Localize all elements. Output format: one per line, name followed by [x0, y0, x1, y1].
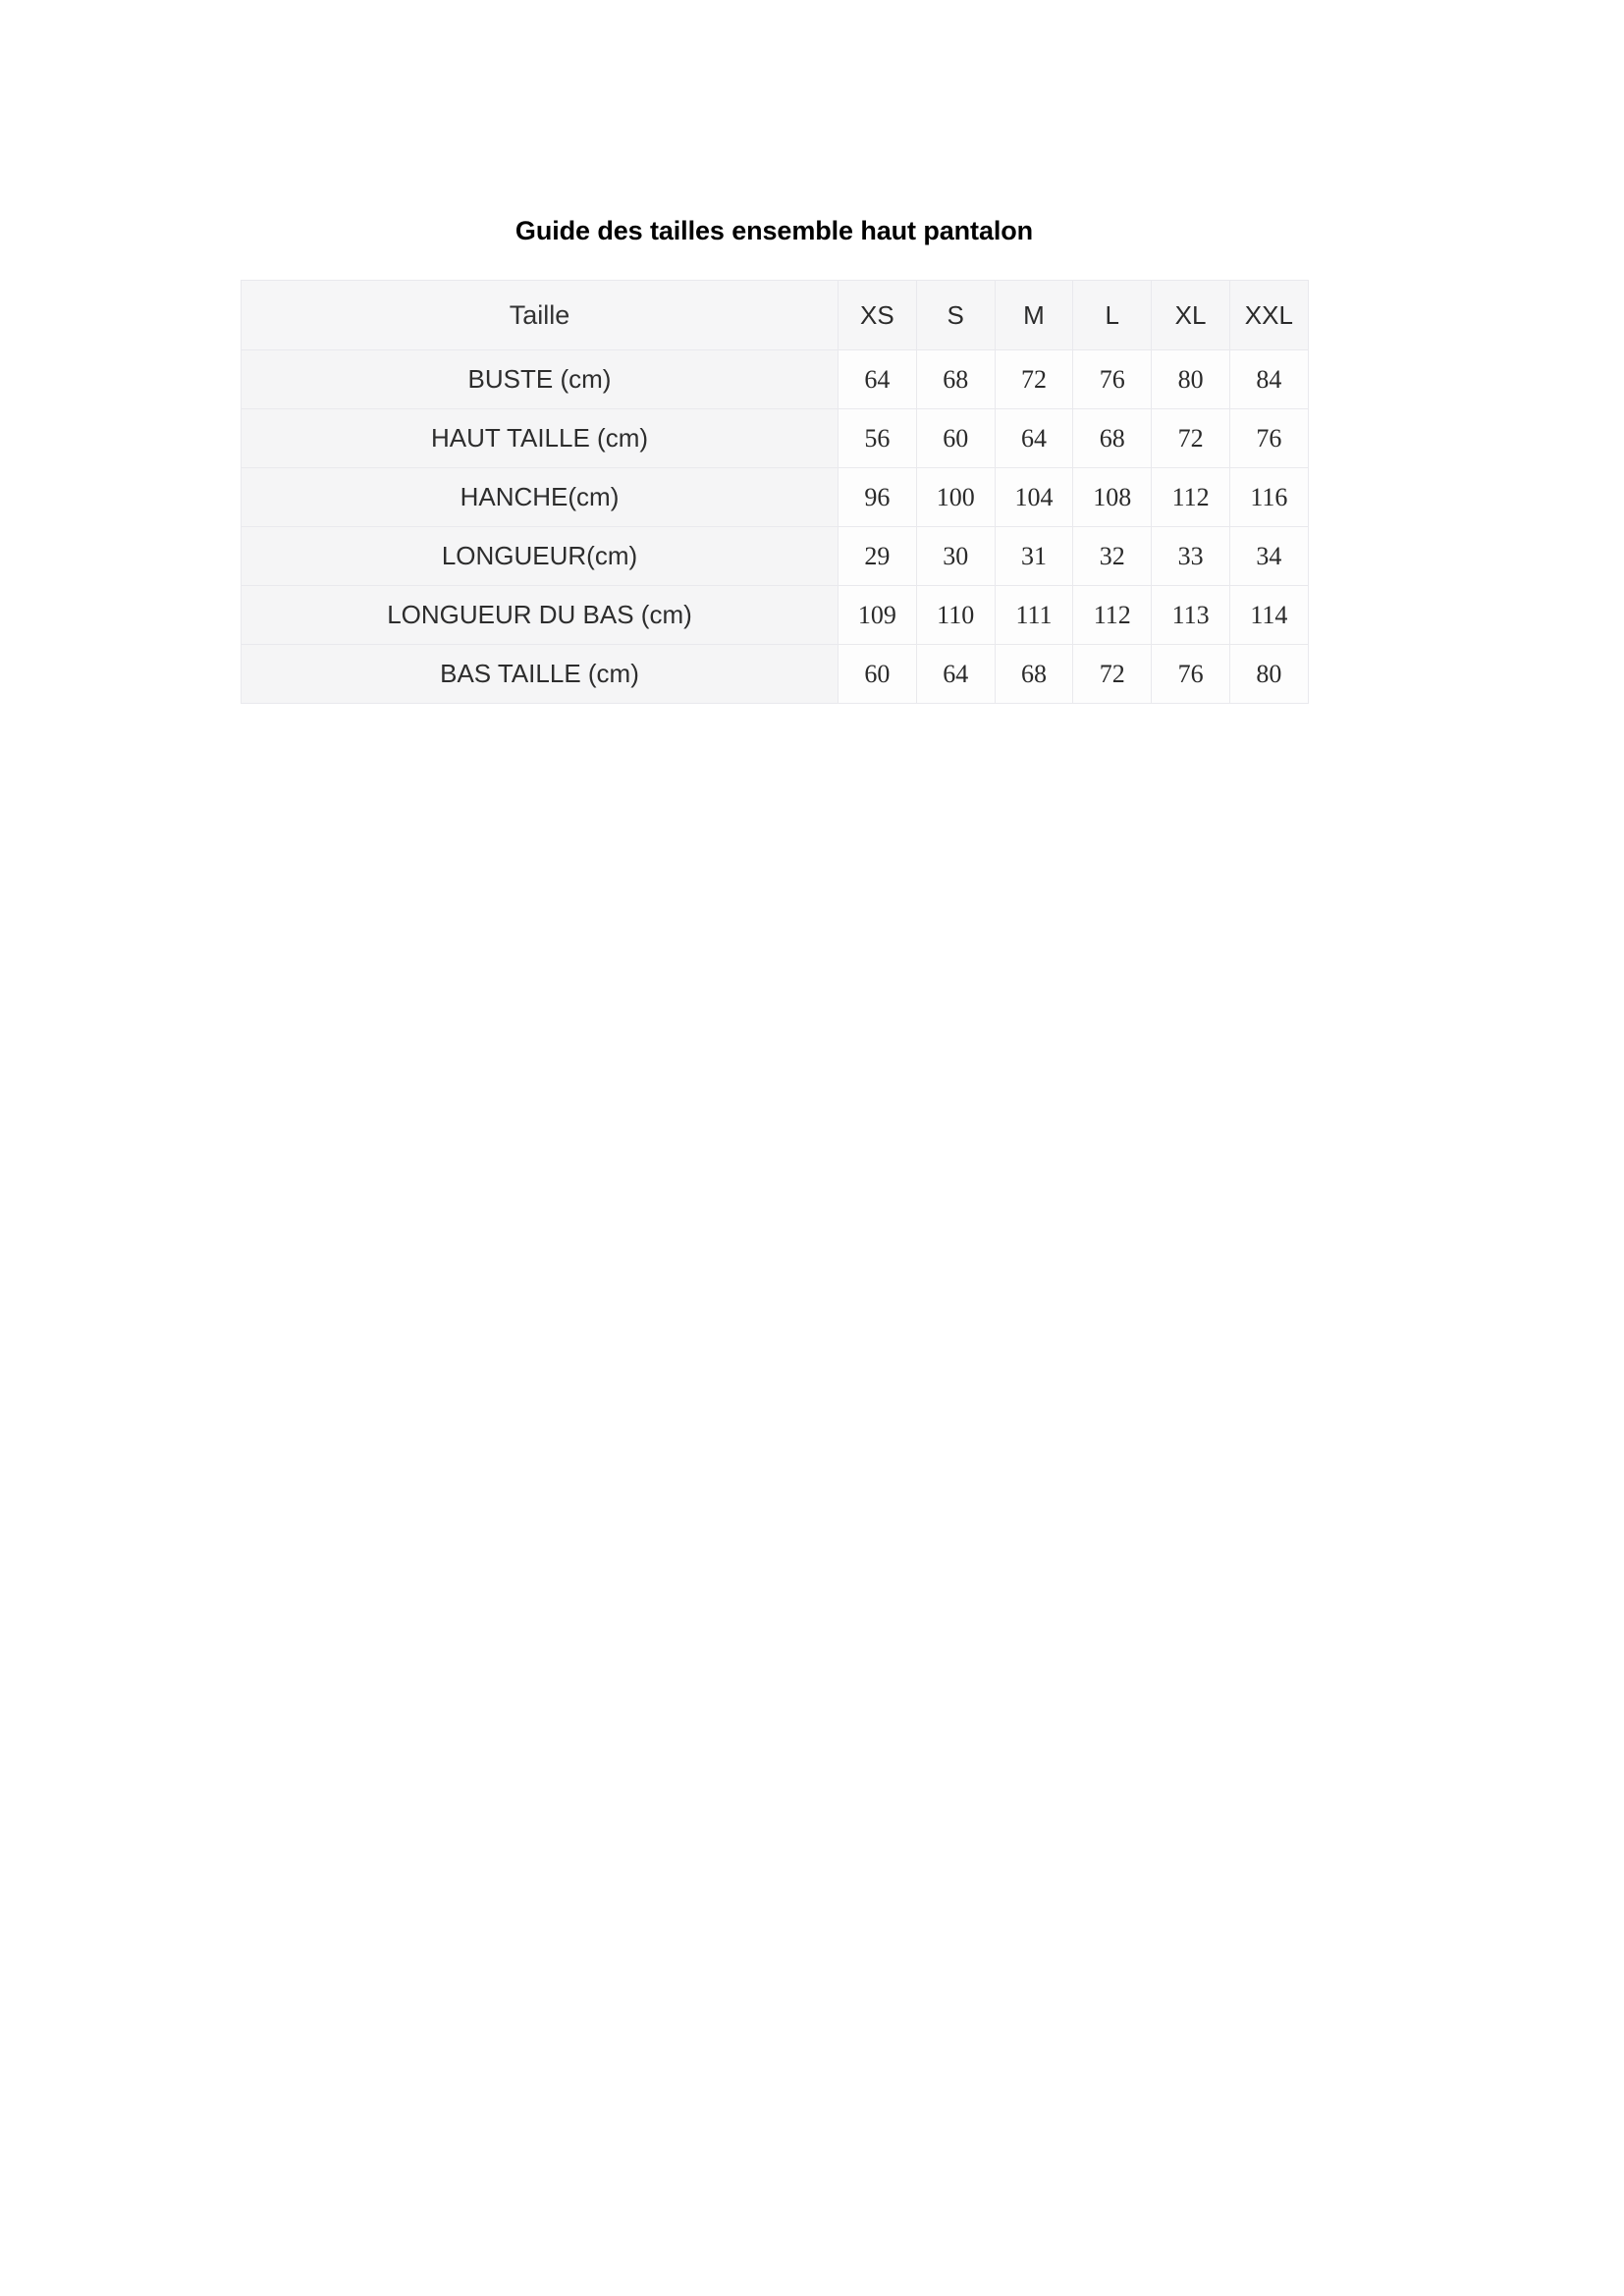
table-cell: 80	[1228, 644, 1309, 704]
table-cell: 104	[994, 467, 1074, 527]
table-cell: 64	[838, 349, 917, 409]
table-header-row: Taille XS S M L XL XXL	[241, 280, 1309, 350]
column-header-xl: XL	[1151, 280, 1230, 350]
table-cell: 32	[1072, 526, 1153, 586]
column-header-s: S	[915, 280, 996, 350]
column-header-xxl: XXL	[1228, 280, 1309, 350]
table-cell: 64	[994, 408, 1074, 468]
column-header-l: L	[1072, 280, 1153, 350]
table-row: BUSTE (cm) 64 68 72 76 80 84	[241, 349, 1309, 409]
table-cell: 108	[1072, 467, 1153, 527]
table-cell: 96	[838, 467, 917, 527]
table-cell: 116	[1228, 467, 1309, 527]
table-header: Taille XS S M L XL XXL	[241, 280, 1309, 350]
row-label: HAUT TAILLE (cm)	[241, 408, 839, 468]
table-cell: 60	[838, 644, 917, 704]
table-cell: 114	[1228, 585, 1309, 645]
size-guide-table: Taille XS S M L XL XXL BUSTE (cm) 64 68 …	[241, 280, 1309, 704]
table-cell: 29	[838, 526, 917, 586]
row-label: HANCHE(cm)	[241, 467, 839, 527]
table-cell: 110	[915, 585, 996, 645]
table-cell: 68	[915, 349, 996, 409]
table-cell: 113	[1151, 585, 1230, 645]
table-cell: 100	[915, 467, 996, 527]
table-row: HAUT TAILLE (cm) 56 60 64 68 72 76	[241, 408, 1309, 468]
table-cell: 76	[1151, 644, 1230, 704]
column-header-m: M	[994, 280, 1074, 350]
table-body: BUSTE (cm) 64 68 72 76 80 84 HAUT TAILLE…	[241, 349, 1309, 704]
table-row: BAS TAILLE (cm) 60 64 68 72 76 80	[241, 644, 1309, 704]
table-cell: 112	[1151, 467, 1230, 527]
table-row: LONGUEUR(cm) 29 30 31 32 33 34	[241, 526, 1309, 586]
table-cell: 111	[994, 585, 1074, 645]
table-cell: 109	[838, 585, 917, 645]
table-cell: 84	[1228, 349, 1309, 409]
table-cell: 72	[1151, 408, 1230, 468]
column-header-taille: Taille	[241, 280, 839, 350]
size-guide-table-container: Taille XS S M L XL XXL BUSTE (cm) 64 68 …	[241, 280, 1309, 704]
table-cell: 112	[1072, 585, 1153, 645]
row-label: BUSTE (cm)	[241, 349, 839, 409]
table-cell: 72	[1072, 644, 1153, 704]
row-label: LONGUEUR(cm)	[241, 526, 839, 586]
table-cell: 68	[1072, 408, 1153, 468]
table-row: HANCHE(cm) 96 100 104 108 112 116	[241, 467, 1309, 527]
table-cell: 30	[915, 526, 996, 586]
table-cell: 31	[994, 526, 1074, 586]
table-cell: 64	[915, 644, 996, 704]
table-cell: 60	[915, 408, 996, 468]
row-label: BAS TAILLE (cm)	[241, 644, 839, 704]
table-cell: 80	[1151, 349, 1230, 409]
column-header-xs: XS	[838, 280, 917, 350]
table-row: LONGUEUR DU BAS (cm) 109 110 111 112 113…	[241, 585, 1309, 645]
row-label: LONGUEUR DU BAS (cm)	[241, 585, 839, 645]
page-title: Guide des tailles ensemble haut pantalon	[514, 216, 1034, 245]
table-cell: 68	[994, 644, 1074, 704]
table-cell: 76	[1072, 349, 1153, 409]
table-cell: 56	[838, 408, 917, 468]
table-cell: 76	[1228, 408, 1309, 468]
table-cell: 72	[994, 349, 1074, 409]
table-cell: 34	[1228, 526, 1309, 586]
table-cell: 33	[1151, 526, 1230, 586]
